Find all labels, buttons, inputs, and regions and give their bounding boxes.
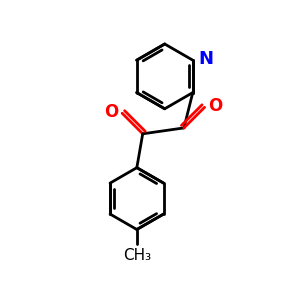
Text: O: O (104, 103, 118, 121)
Text: CH₃: CH₃ (123, 248, 151, 263)
Text: N: N (198, 50, 213, 68)
Text: O: O (208, 97, 222, 115)
